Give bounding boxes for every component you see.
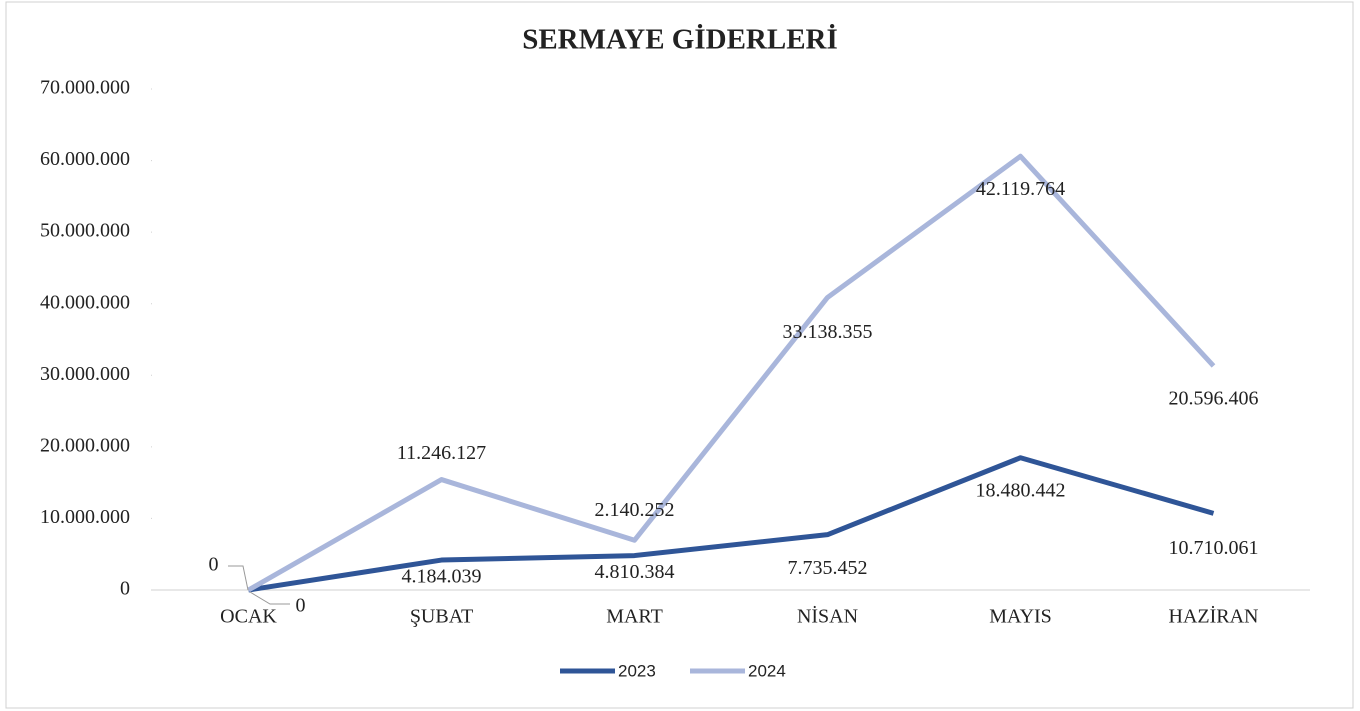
x-tick-label: HAZİRAN	[1169, 605, 1259, 628]
data-label: 18.480.442	[976, 479, 1066, 501]
data-label: 7.735.452	[788, 557, 868, 579]
data-label: 2.140.252	[595, 499, 675, 521]
y-tick-label: 60.000.000	[40, 148, 130, 170]
line-series	[247, 153, 1216, 593]
leader-line	[249, 591, 290, 605]
x-tick-label: NİSAN	[797, 605, 858, 628]
data-label: 42.119.764	[976, 178, 1065, 200]
line-series	[248, 455, 1215, 593]
data-label: 20.596.406	[1169, 388, 1259, 410]
data-label: 10.710.061	[1169, 537, 1259, 559]
y-tick-label: 0	[120, 578, 130, 600]
legend: 2023 2024	[560, 661, 786, 680]
legend-label: 2024	[748, 661, 786, 680]
data-label: 33.138.355	[783, 321, 873, 343]
data-label: 0	[209, 554, 219, 576]
y-tick-label: 70.000.000	[40, 77, 130, 99]
data-label: 11.246.127	[397, 442, 486, 464]
y-tick-label: 10.000.000	[40, 506, 130, 528]
x-tick-label: MART	[606, 606, 663, 628]
chart-title: SERMAYE GİDERLERİ	[522, 23, 838, 56]
y-tick-label: 20.000.000	[40, 434, 130, 456]
x-tick-label: ŞUBAT	[410, 606, 473, 628]
data-label: 4.810.384	[595, 561, 675, 583]
data-label: 4.184.039	[402, 566, 482, 588]
y-tick-label: 30.000.000	[40, 363, 130, 385]
leader-line	[228, 565, 249, 591]
data-label: 0	[296, 595, 306, 617]
x-tick-label: MAYIS	[989, 606, 1052, 628]
y-tick-label: 50.000.000	[40, 220, 130, 242]
y-tick-label: 40.000.000	[40, 291, 130, 313]
chart-border	[5, 1, 1354, 709]
legend-label: 2023	[618, 661, 656, 680]
x-tick-label: OCAK	[220, 606, 277, 628]
